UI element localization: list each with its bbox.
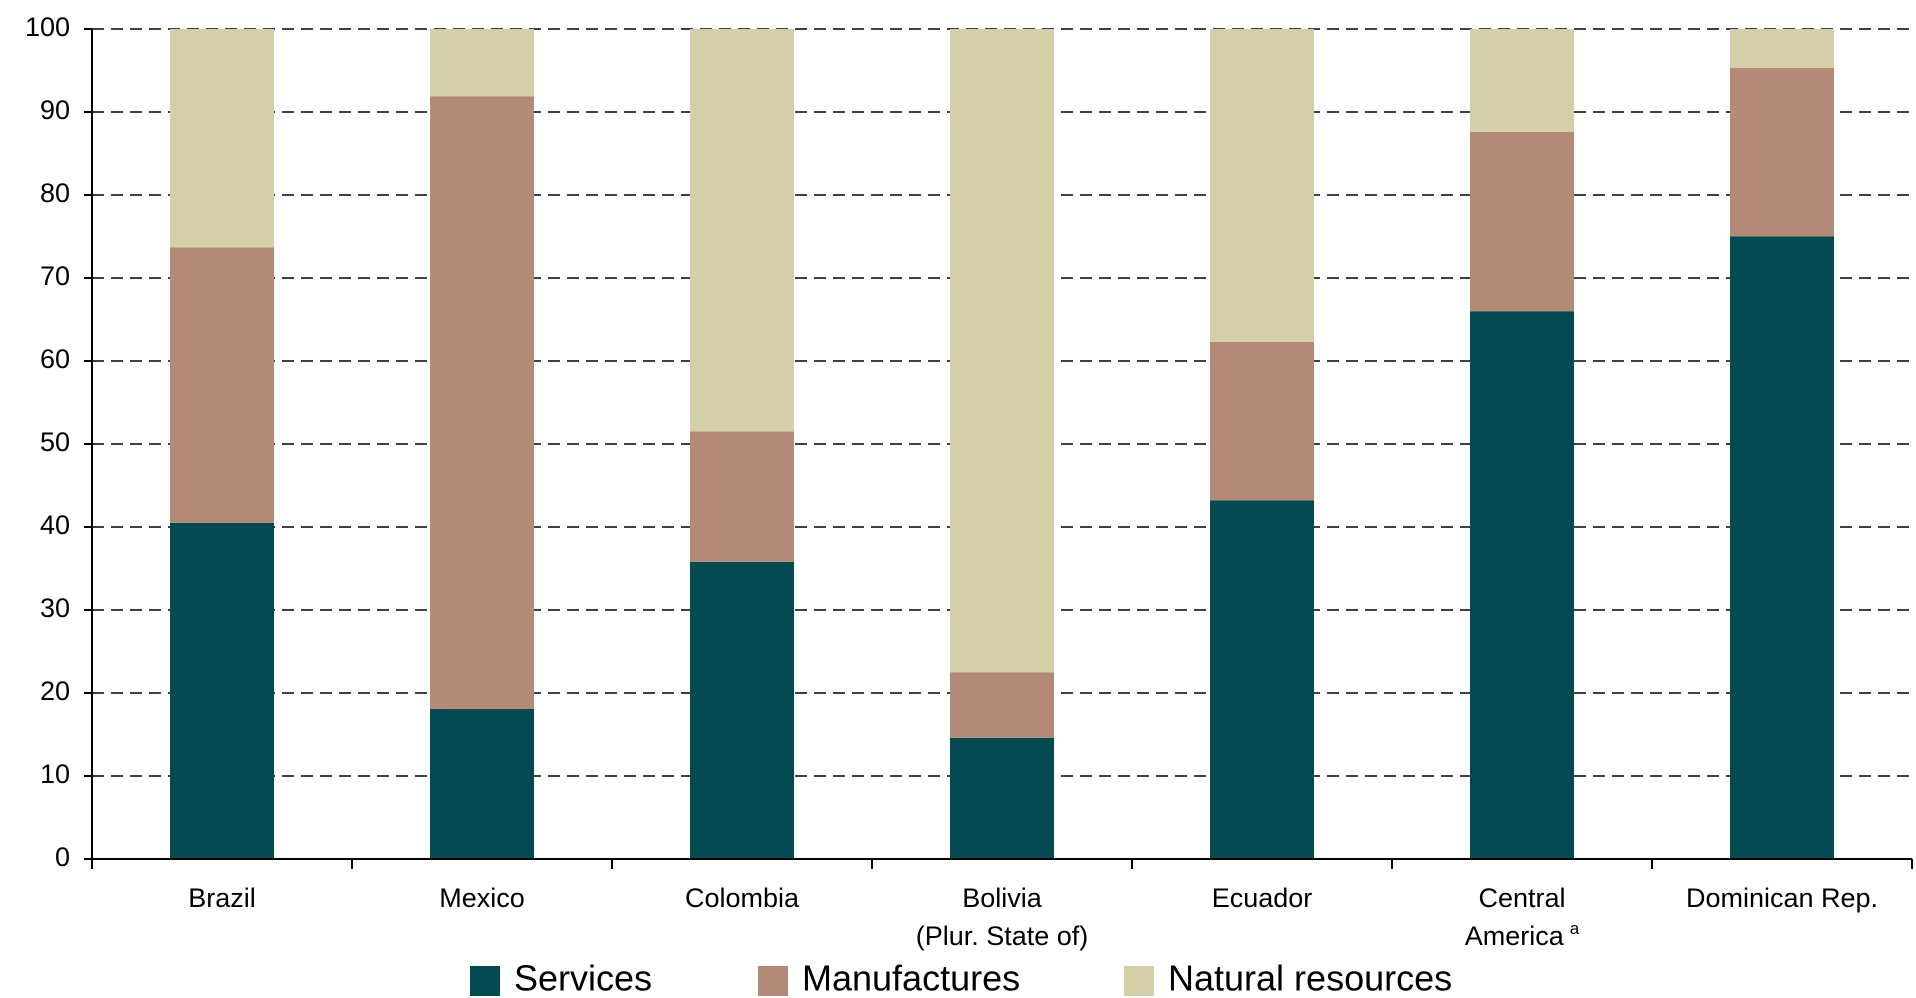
y-tick-label: 90 — [40, 95, 70, 125]
legend-label: Natural resources — [1168, 958, 1452, 998]
bar-segment — [950, 737, 1054, 859]
x-tick-label: Ecuador — [1212, 883, 1313, 913]
y-tick-label: 30 — [40, 593, 70, 623]
bar-segment — [690, 431, 794, 562]
y-tick-label: 40 — [40, 510, 70, 540]
legend-label: Manufactures — [802, 958, 1020, 998]
bar-segment — [950, 672, 1054, 738]
y-tick-label: 80 — [40, 178, 70, 208]
bar-segment — [1730, 29, 1834, 69]
y-tick-label: 10 — [40, 759, 70, 789]
x-tick-label: (Plur. State of) — [916, 921, 1089, 951]
legend-label: Services — [514, 958, 652, 998]
bar-segment — [950, 29, 1054, 673]
legend-swatch — [470, 966, 500, 996]
y-tick-label: 20 — [40, 676, 70, 706]
x-tick-label: Colombia — [685, 883, 800, 913]
legend-swatch — [1124, 966, 1154, 996]
bar-segment — [170, 522, 274, 859]
x-tick-label: Central — [1478, 883, 1565, 913]
bar-segment — [170, 247, 274, 523]
footnote-marker: a — [1570, 919, 1580, 938]
y-tick-label: 100 — [25, 12, 70, 42]
bar-segment — [690, 561, 794, 859]
y-tick-label: 70 — [40, 261, 70, 291]
bar-segment — [1470, 131, 1574, 312]
x-tick-label: Bolivia — [962, 883, 1043, 913]
bar-segment — [430, 29, 534, 97]
bar-segment — [1730, 236, 1834, 859]
x-tick-label-text: America — [1465, 921, 1565, 951]
x-tick-label: Brazil — [188, 883, 256, 913]
bar-segment — [430, 96, 534, 709]
bar-segment — [1730, 68, 1834, 237]
bar-segment — [1470, 311, 1574, 859]
bar-segment — [1210, 341, 1314, 501]
bar-segment — [690, 29, 794, 432]
bar-segment — [1470, 29, 1574, 132]
bar-segment — [170, 29, 274, 248]
y-tick-label: 60 — [40, 344, 70, 374]
x-tick-label: Dominican Rep. — [1686, 883, 1878, 913]
bar-segment — [1210, 29, 1314, 342]
y-tick-label: 50 — [40, 427, 70, 457]
bar-segment — [430, 708, 534, 859]
x-tick-label: Mexico — [439, 883, 525, 913]
x-tick-label: America a — [1465, 919, 1580, 951]
legend-swatch — [758, 966, 788, 996]
bar-segment — [1210, 500, 1314, 859]
y-tick-label: 0 — [55, 842, 70, 872]
